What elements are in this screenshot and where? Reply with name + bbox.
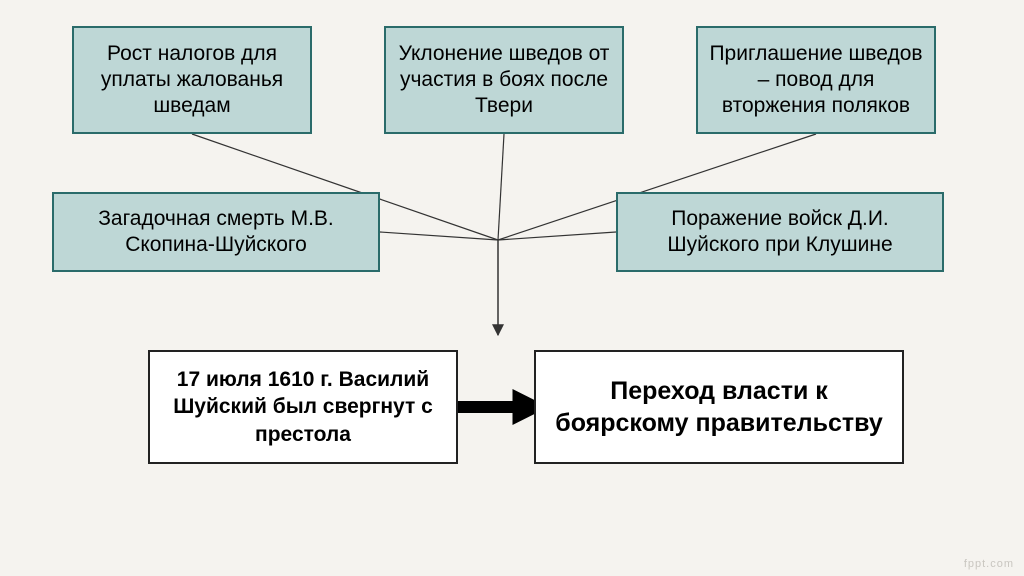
cause-box-klushino-defeat: Поражение войск Д.И. Шуйского при Клушин… [616,192,944,272]
cause-box-skopin-death: Загадочная смерть М.В. Скопина-Шуйского [52,192,380,272]
event-box-overthrow: 17 июля 1610 г. Василий Шуйский был свер… [148,350,458,464]
cause-box-swedes-evasion: Уклонение шведов от участия в боях после… [384,26,624,134]
cause-text: Приглашение шведов – повод для вторжения… [708,41,924,120]
cause-text: Уклонение шведов от участия в боях после… [396,41,612,120]
cause-box-polish-invasion: Приглашение шведов – повод для вторжения… [696,26,936,134]
watermark: fppt.com [964,558,1014,570]
watermark-text: fppt.com [964,558,1014,570]
result-box-boyar-government: Переход власти к боярскому правительству [534,350,904,464]
result-text: Переход власти к боярскому правительству [550,375,888,440]
event-text: 17 июля 1610 г. Василий Шуйский был свер… [164,366,442,448]
cause-text: Загадочная смерть М.В. Скопина-Шуйского [64,206,368,259]
cause-box-taxes: Рост налогов для уплаты жалованья шведам [72,26,312,134]
cause-text: Поражение войск Д.И. Шуйского при Клушин… [628,206,932,259]
cause-text: Рост налогов для уплаты жалованья шведам [84,41,300,120]
